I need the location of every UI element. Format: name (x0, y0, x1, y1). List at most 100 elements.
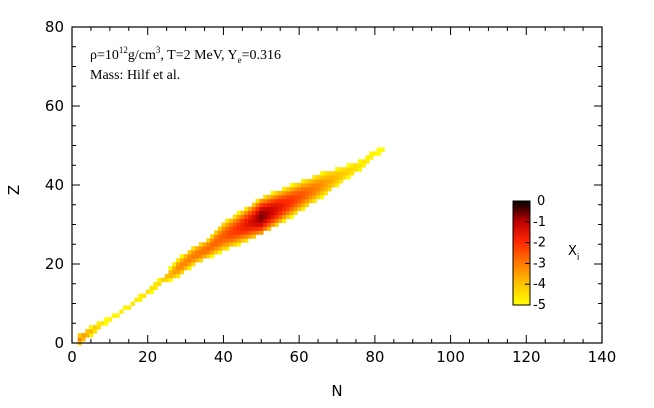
heatmap-cell (304, 194, 310, 200)
heatmap-cell (282, 190, 287, 196)
heatmap-cell (338, 179, 344, 184)
heatmap-cell (198, 242, 204, 247)
heatmap-cell (304, 179, 310, 184)
heatmap-cell (282, 202, 287, 208)
heatmap-cell (274, 218, 279, 223)
heatmap-cell (304, 190, 310, 196)
heatmap-cell (335, 175, 340, 180)
heatmap-cell (255, 218, 260, 223)
heatmap-cell (130, 301, 135, 306)
heatmap-cell (187, 250, 192, 255)
heatmap-cell (312, 179, 317, 184)
colorbar-ticks (525, 200, 530, 306)
heatmap-cell (187, 258, 192, 263)
heatmap-cell (232, 230, 238, 235)
heatmap-cell (157, 281, 162, 287)
heatmap-cell (100, 321, 105, 326)
heatmap-cell (244, 234, 249, 239)
heatmap-cell (278, 210, 283, 216)
heatmap-cell (179, 258, 185, 263)
heatmap-cell (176, 273, 181, 279)
heatmap-cell (191, 254, 196, 259)
heatmap-cell (293, 202, 298, 208)
heatmap-cell (289, 210, 294, 216)
heatmap-cell (179, 269, 185, 275)
heatmap-cell (142, 293, 147, 298)
heatmap-cell (213, 242, 219, 247)
heatmap-cell (210, 234, 215, 239)
heatmap-cell (248, 206, 253, 212)
heatmap-cell (157, 277, 162, 283)
heatmap-cell (198, 246, 204, 251)
heatmap-cell (225, 242, 230, 247)
heatmap-cell (266, 206, 272, 212)
colorbar (512, 200, 531, 306)
heatmap-cell (251, 230, 257, 235)
heatmap-cell (236, 210, 241, 216)
heatmap-cell (229, 238, 234, 243)
colorbar-tick-label: -2 (533, 236, 546, 251)
heatmap-cell (323, 171, 328, 176)
heatmap-cell (221, 246, 226, 251)
heatmap-cell (323, 179, 328, 184)
colorbar-tick-labels: 0 -1 -2 -3 -4 -5 (533, 194, 546, 313)
heatmap-cell (168, 273, 173, 279)
heatmap-cell (153, 285, 158, 291)
heatmap-cell (244, 222, 249, 227)
heatmap-cell (240, 234, 245, 239)
x-tick-label: 120 (512, 348, 541, 366)
heatmap-cell (255, 198, 260, 204)
heatmap-cell (274, 214, 279, 219)
heatmap-cell (225, 222, 230, 227)
heatmap-cell (168, 277, 173, 283)
x-tick-label: 140 (588, 348, 617, 366)
heatmap-cell (259, 206, 264, 212)
heatmap-cell (285, 206, 291, 212)
heatmap-cell (176, 269, 181, 275)
heatmap-cell (338, 167, 344, 172)
heatmap-cell (198, 258, 204, 263)
heatmap-cell (240, 230, 245, 235)
heatmap-cell (221, 230, 226, 235)
heatmap-cell (274, 222, 279, 227)
heatmap-cell (259, 210, 264, 216)
heatmap-cell (92, 329, 98, 334)
heatmap-cell (240, 226, 245, 231)
heatmap-cell (251, 234, 257, 239)
heatmap-cell (301, 179, 306, 184)
heatmap-cell (289, 186, 294, 192)
heatmap-cell (285, 190, 291, 196)
heatmap-cell (248, 230, 253, 235)
heatmap-cell (293, 198, 298, 204)
heatmap-cell (354, 167, 359, 172)
heatmap-cell (225, 226, 230, 231)
heatmap-cell (293, 186, 298, 192)
colorbar-tick-label: 0 (537, 194, 545, 209)
heatmap-cell (293, 183, 298, 188)
heatmap-cell (85, 329, 90, 334)
heatmap-cell (255, 226, 260, 231)
heatmap-cell (357, 159, 363, 164)
heatmap-cell (179, 265, 185, 271)
heatmap-cell (255, 206, 260, 212)
heatmap-cell (236, 242, 241, 247)
heatmap-cell (266, 218, 272, 223)
heatmap-cell (308, 190, 313, 196)
heatmap-cell (221, 242, 226, 247)
heatmap-cell (278, 198, 283, 204)
heatmap-cell (274, 210, 279, 216)
x-tick-label: 100 (436, 348, 465, 366)
heatmap-cell (134, 297, 139, 302)
heatmap-cell (270, 214, 275, 219)
heatmap-cell (357, 163, 363, 168)
heatmap-cell (195, 258, 200, 263)
heatmap-cell (319, 186, 325, 192)
heatmap-cell (244, 226, 249, 231)
heatmap-cell (240, 238, 245, 243)
heatmap-cell (240, 214, 245, 219)
heatmap-cell (278, 194, 283, 200)
heatmap-cell (236, 218, 241, 223)
heatmap-cell (266, 214, 272, 219)
heatmap-cell (229, 218, 234, 223)
